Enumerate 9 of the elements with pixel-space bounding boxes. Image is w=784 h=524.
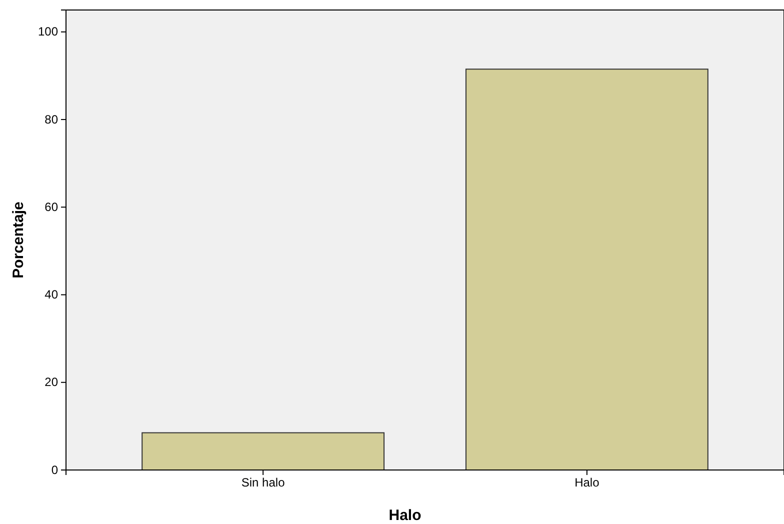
y-axis-title: Porcentaje (10, 202, 27, 278)
x-axis-title: Halo (388, 507, 422, 524)
y-tick-label: 100 (38, 24, 58, 39)
y-tick-label: 40 (44, 288, 58, 302)
y-tick-label: 20 (44, 375, 58, 390)
y-tick-label: 0 (51, 462, 58, 477)
y-tick-label: 60 (44, 200, 58, 214)
y-tick-label: 80 (44, 112, 58, 126)
x-tick-label: Sin halo (241, 476, 286, 490)
